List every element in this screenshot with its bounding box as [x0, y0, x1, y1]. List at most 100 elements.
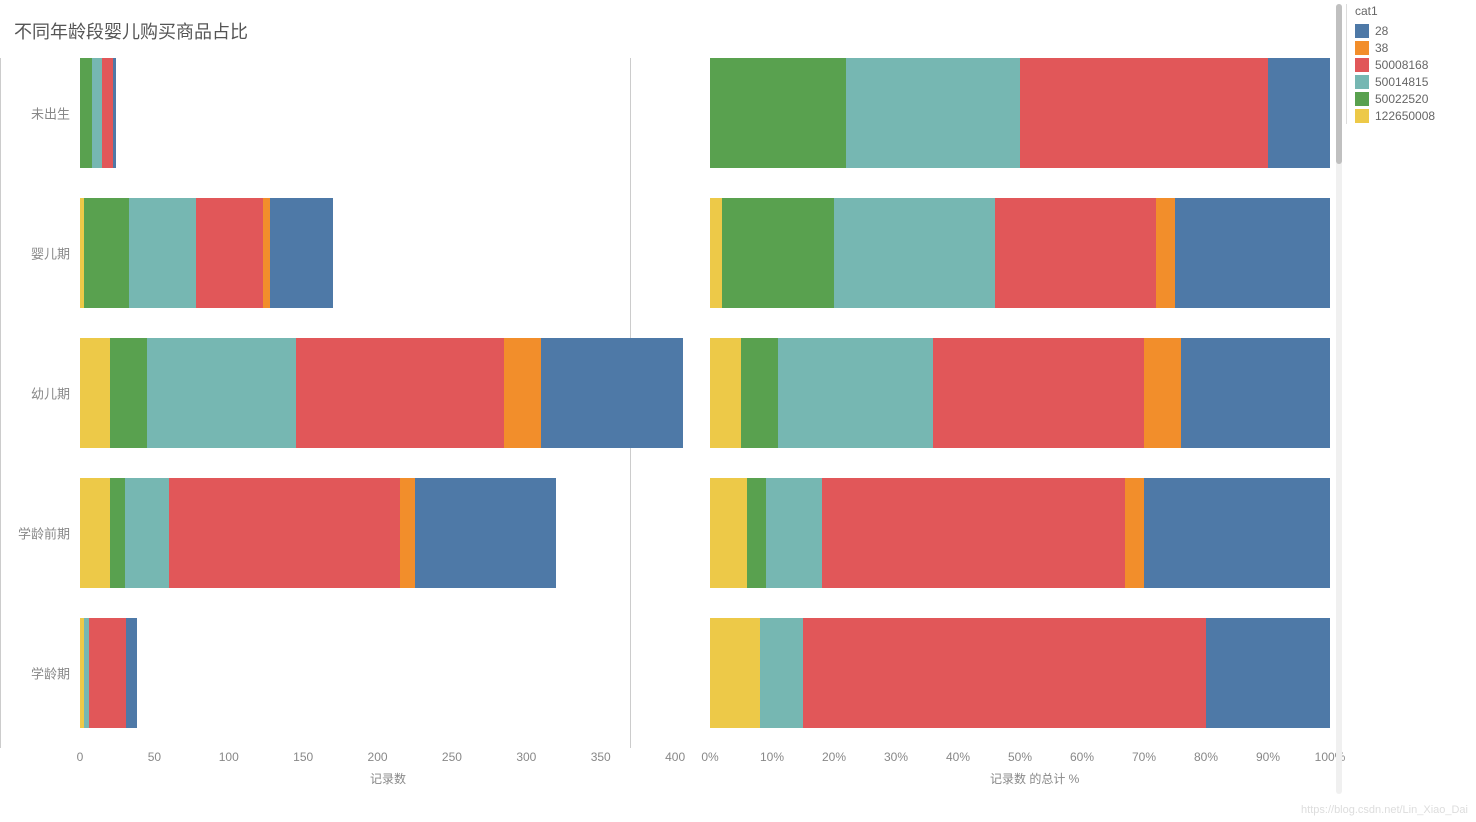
bar-segment[interactable] — [1156, 198, 1175, 308]
bar-segment[interactable] — [129, 198, 196, 308]
legend-swatch — [1355, 24, 1369, 38]
legend-item[interactable]: 50014815 — [1355, 73, 1466, 90]
bar-segment[interactable] — [760, 618, 803, 728]
bar-segment[interactable] — [80, 478, 110, 588]
bar-segment[interactable] — [803, 618, 1206, 728]
bar-percent[interactable] — [710, 338, 1330, 448]
bar-percent[interactable] — [710, 198, 1330, 308]
x-tick: 60% — [1070, 750, 1094, 764]
bar-segment[interactable] — [710, 198, 722, 308]
legend-item[interactable]: 122650008 — [1355, 107, 1466, 124]
bar-segment[interactable] — [415, 478, 556, 588]
bar-segment[interactable] — [1144, 338, 1181, 448]
bar-segment[interactable] — [400, 478, 415, 588]
bar-absolute[interactable] — [80, 478, 556, 588]
bar-segment[interactable] — [102, 58, 112, 168]
bar-segment[interactable] — [1181, 338, 1330, 448]
bar-percent[interactable] — [710, 58, 1330, 168]
bar-absolute[interactable] — [80, 58, 116, 168]
bar-segment[interactable] — [822, 478, 1126, 588]
bar-segment[interactable] — [1268, 58, 1330, 168]
bar-segment[interactable] — [296, 338, 504, 448]
legend-swatch — [1355, 58, 1369, 72]
scrollbar[interactable] — [1336, 4, 1342, 794]
x-tick: 150 — [293, 750, 313, 764]
bar-segment[interactable] — [846, 58, 1020, 168]
bar-segment[interactable] — [270, 198, 332, 308]
legend-label: 38 — [1375, 41, 1388, 55]
x-tick: 50 — [148, 750, 161, 764]
bar-segment[interactable] — [263, 198, 270, 308]
x-axis-right: 记录数 的总计 % 0%10%20%30%40%50%60%70%80%90%1… — [710, 748, 1330, 788]
bar-percent[interactable] — [710, 478, 1330, 588]
scrollbar-thumb[interactable] — [1336, 4, 1342, 164]
x-tick: 0% — [701, 750, 718, 764]
y-category-label: 幼儿期 — [0, 384, 70, 403]
x-tick: 10% — [760, 750, 784, 764]
y-axis-line-left — [0, 58, 1, 748]
bar-segment[interactable] — [1020, 58, 1268, 168]
x-tick: 300 — [516, 750, 536, 764]
legend-label: 28 — [1375, 24, 1388, 38]
chart-title: 不同年龄段婴儿购买商品占比 — [14, 18, 248, 44]
legend-swatch — [1355, 92, 1369, 106]
bar-segment[interactable] — [710, 618, 760, 728]
x-axes: 记录数 050100150200250300350400 记录数 的总计 % 0… — [80, 748, 1340, 788]
legend-item[interactable]: 38 — [1355, 39, 1466, 56]
bar-segment[interactable] — [1144, 478, 1330, 588]
bar-segment[interactable] — [722, 198, 834, 308]
legend-label: 50022520 — [1375, 92, 1428, 106]
bar-segment[interactable] — [747, 478, 766, 588]
x-tick: 50% — [1008, 750, 1032, 764]
chart-row: 学龄前期 — [80, 478, 1340, 588]
bar-absolute[interactable] — [80, 618, 137, 728]
bar-segment[interactable] — [126, 618, 136, 728]
legend-swatch — [1355, 41, 1369, 55]
bar-segment[interactable] — [147, 338, 296, 448]
x-tick: 30% — [884, 750, 908, 764]
legend-item[interactable]: 50008168 — [1355, 56, 1466, 73]
watermark: https://blog.csdn.net/Lin_Xiao_Dai — [1301, 804, 1468, 816]
bar-segment[interactable] — [710, 58, 846, 168]
bar-segment[interactable] — [125, 478, 170, 588]
legend-title: cat1 — [1355, 4, 1466, 18]
chart-area: 未出生婴儿期幼儿期学龄前期学龄期 记录数 0501001502002503003… — [0, 58, 1340, 798]
bar-segment[interactable] — [933, 338, 1144, 448]
bar-segment[interactable] — [741, 338, 778, 448]
bar-segment[interactable] — [710, 478, 747, 588]
legend-item[interactable]: 28 — [1355, 22, 1466, 39]
x-axis-left: 记录数 050100150200250300350400 — [80, 748, 690, 788]
bar-segment[interactable] — [1206, 618, 1330, 728]
legend-label: 50014815 — [1375, 75, 1428, 89]
bar-segment[interactable] — [1125, 478, 1144, 588]
x-tick: 200 — [368, 750, 388, 764]
bar-segment[interactable] — [92, 58, 102, 168]
bar-segment[interactable] — [541, 338, 682, 448]
bar-segment[interactable] — [110, 338, 147, 448]
bar-segment[interactable] — [89, 618, 126, 728]
bar-segment[interactable] — [995, 198, 1156, 308]
x-axis-right-title: 记录数 的总计 % — [990, 770, 1079, 787]
legend-item[interactable]: 50022520 — [1355, 90, 1466, 107]
x-tick: 90% — [1256, 750, 1280, 764]
bar-segment[interactable] — [84, 198, 129, 308]
bar-percent[interactable] — [710, 618, 1330, 728]
bar-segment[interactable] — [834, 198, 995, 308]
bar-segment[interactable] — [778, 338, 933, 448]
x-tick: 250 — [442, 750, 462, 764]
bar-segment[interactable] — [196, 198, 263, 308]
bar-segment[interactable] — [80, 58, 92, 168]
bar-segment[interactable] — [80, 338, 110, 448]
x-tick: 70% — [1132, 750, 1156, 764]
bar-segment[interactable] — [169, 478, 400, 588]
bar-segment[interactable] — [504, 338, 541, 448]
bar-segment[interactable] — [110, 478, 125, 588]
bar-segment[interactable] — [710, 338, 741, 448]
bar-segment[interactable] — [766, 478, 822, 588]
bar-absolute[interactable] — [80, 198, 333, 308]
x-tick: 350 — [591, 750, 611, 764]
bar-segment[interactable] — [1175, 198, 1330, 308]
bar-absolute[interactable] — [80, 338, 683, 448]
chart-row: 幼儿期 — [80, 338, 1340, 448]
bar-segment[interactable] — [113, 58, 116, 168]
